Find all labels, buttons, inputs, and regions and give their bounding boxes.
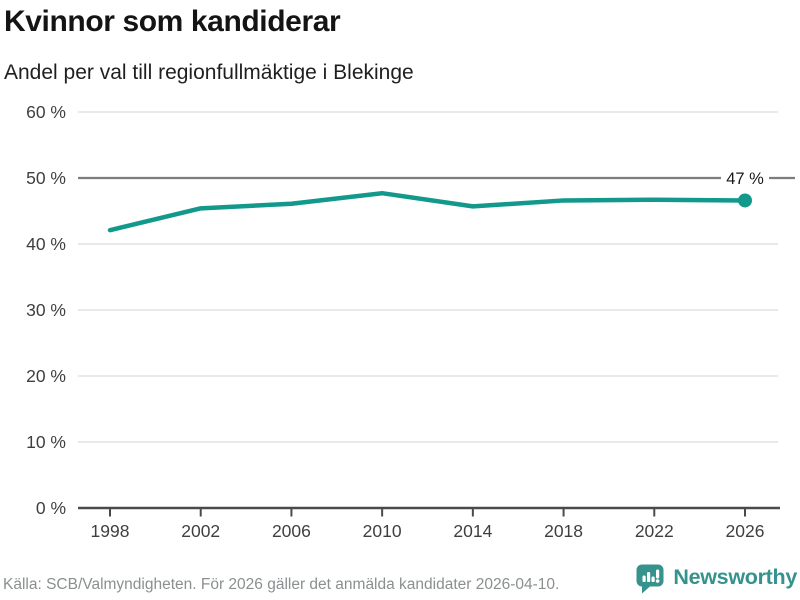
y-axis-label: 40 % bbox=[26, 234, 66, 254]
end-point-dot bbox=[738, 193, 752, 208]
x-axis-label: 2022 bbox=[635, 521, 674, 541]
x-axis-label: 2002 bbox=[181, 521, 220, 541]
y-axis-label: 10 % bbox=[26, 432, 66, 452]
x-axis-label: 2010 bbox=[363, 521, 402, 541]
speech-bubble-bar-chart-icon bbox=[636, 564, 664, 594]
x-axis-label: 2014 bbox=[453, 521, 492, 541]
end-value-label: 47 % bbox=[726, 170, 764, 188]
y-axis-label: 0 % bbox=[36, 498, 66, 518]
y-axis-label: 60 % bbox=[26, 102, 66, 122]
x-axis-label: 1998 bbox=[91, 521, 130, 541]
end-value-label-bg bbox=[721, 168, 769, 188]
newsworthy-logo: Newsworthy bbox=[635, 561, 797, 595]
x-axis-label: 2006 bbox=[272, 521, 311, 541]
trend-line bbox=[107, 190, 748, 233]
chart-subtitle: Andel per val till regionfullmäktige i B… bbox=[4, 61, 414, 84]
y-axis-label: 20 % bbox=[26, 366, 66, 386]
source-note: Källa: SCB/Valmyndigheten. För 2026 gäll… bbox=[3, 576, 560, 593]
brand-name: Newsworthy bbox=[673, 565, 797, 590]
x-axis-label: 2026 bbox=[726, 521, 765, 541]
x-axis-label: 2018 bbox=[544, 521, 583, 541]
y-axis-label: 30 % bbox=[26, 300, 66, 320]
y-axis-label: 50 % bbox=[26, 168, 66, 188]
chart-title: Kvinnor som kandiderar bbox=[4, 5, 341, 38]
